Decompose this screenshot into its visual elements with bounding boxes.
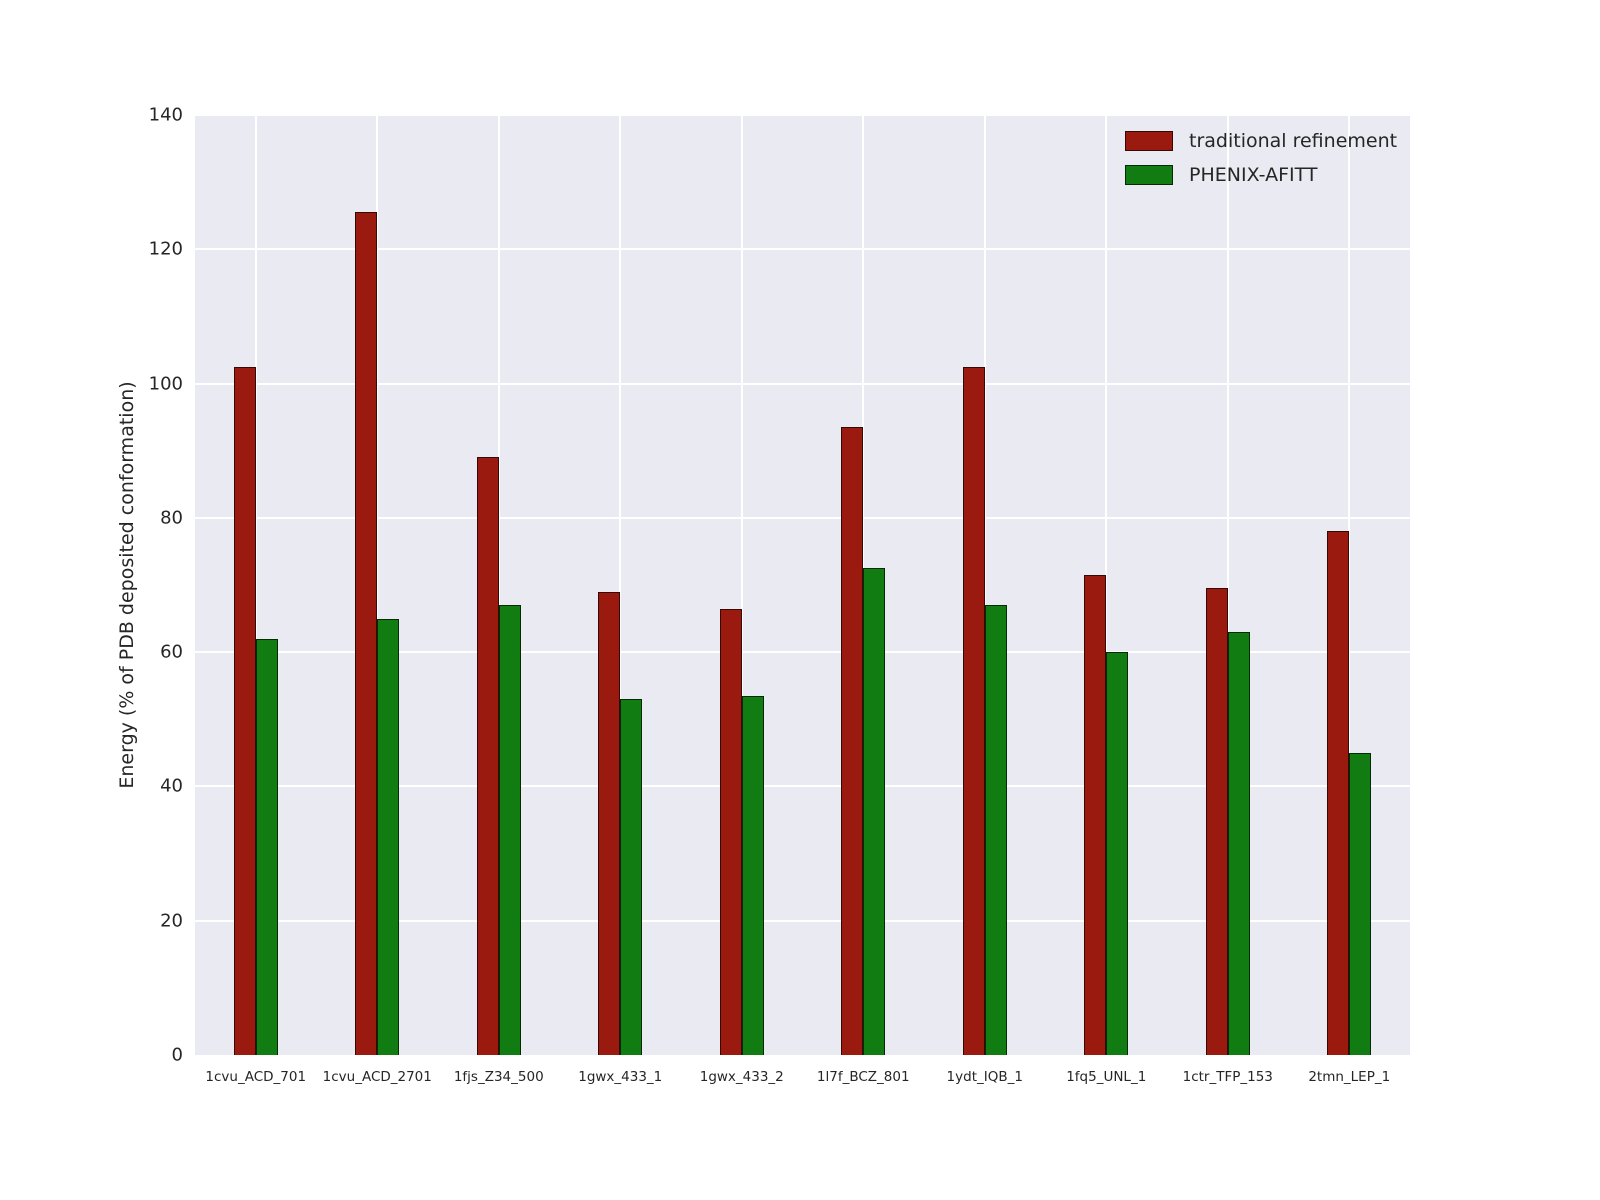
bar-traditional — [1327, 531, 1350, 1055]
gridline-vertical — [619, 115, 622, 1055]
bar-phenix — [741, 695, 764, 1055]
gridline-horizontal — [195, 114, 1410, 116]
bar-traditional — [355, 212, 378, 1055]
legend-swatch-traditional — [1125, 131, 1173, 151]
bar-phenix — [620, 699, 643, 1055]
gridline-vertical — [254, 115, 257, 1055]
y-tick-label: 120 — [148, 238, 183, 260]
y-tick-label: 60 — [160, 641, 183, 663]
gridline-horizontal — [195, 785, 1410, 788]
bar-phenix — [498, 605, 521, 1055]
x-tick-label: 2tmn_LEP_1 — [1308, 1069, 1391, 1085]
legend-item-traditional: traditional refinement — [1125, 130, 1397, 152]
gridline-vertical — [983, 115, 986, 1055]
y-tick-label: 80 — [160, 507, 183, 529]
bar-phenix — [1227, 632, 1250, 1055]
y-tick-label: 140 — [148, 104, 183, 126]
bar-traditional — [1084, 574, 1107, 1055]
gridline-horizontal — [195, 248, 1410, 251]
bar-phenix — [1349, 752, 1372, 1055]
bar-phenix — [863, 568, 886, 1055]
gridline-vertical — [1105, 115, 1108, 1055]
gridline-vertical — [1348, 115, 1351, 1055]
bar-traditional — [476, 457, 499, 1055]
bar-traditional — [719, 608, 742, 1055]
y-axis-label: Energy (% of PDB deposited conformation) — [116, 381, 138, 789]
bar-traditional — [233, 366, 256, 1055]
x-tick-label: 1ctr_TFP_153 — [1182, 1069, 1273, 1085]
y-tick-label: 100 — [148, 373, 183, 395]
x-tick-label: 1cvu_ACD_701 — [205, 1069, 307, 1085]
bar-traditional — [841, 427, 864, 1055]
gridline-vertical — [1226, 115, 1229, 1055]
legend-label-traditional: traditional refinement — [1189, 130, 1398, 152]
y-tick-label: 0 — [171, 1044, 183, 1066]
bar-phenix — [255, 638, 278, 1055]
legend: traditional refinement PHENIX-AFITT — [1125, 130, 1397, 186]
bar-phenix — [1106, 652, 1129, 1055]
x-tick-label: 1l7f_BCZ_801 — [816, 1069, 910, 1085]
plot-area: traditional refinement PHENIX-AFITT — [195, 114, 1410, 1055]
gridline-horizontal — [195, 382, 1410, 385]
gridline-horizontal — [195, 516, 1410, 519]
x-tick-label: 1gwx_433_2 — [699, 1069, 784, 1085]
legend-item-phenix: PHENIX-AFITT — [1125, 164, 1397, 186]
x-tick-label: 1ydt_IQB_1 — [946, 1069, 1023, 1085]
gridline-horizontal — [195, 919, 1410, 922]
x-tick-label: 1fq5_UNL_1 — [1066, 1069, 1147, 1085]
gridline-horizontal — [195, 651, 1410, 654]
y-tick-label: 20 — [160, 910, 183, 932]
bar-traditional — [962, 366, 985, 1055]
bar-phenix — [377, 618, 400, 1055]
bar-traditional — [598, 591, 621, 1055]
y-tick-label: 40 — [160, 775, 183, 797]
gridline-vertical — [376, 115, 379, 1055]
gridline-vertical — [497, 115, 500, 1055]
x-tick-label: 1gwx_433_1 — [578, 1069, 663, 1085]
x-tick-label: 1fjs_Z34_500 — [453, 1069, 544, 1085]
bar-phenix — [984, 605, 1007, 1055]
legend-label-phenix: PHENIX-AFITT — [1189, 164, 1318, 186]
bar-traditional — [1205, 588, 1228, 1055]
gridline-vertical — [740, 115, 743, 1055]
legend-swatch-phenix — [1125, 165, 1173, 185]
x-tick-label: 1cvu_ACD_2701 — [322, 1069, 432, 1085]
